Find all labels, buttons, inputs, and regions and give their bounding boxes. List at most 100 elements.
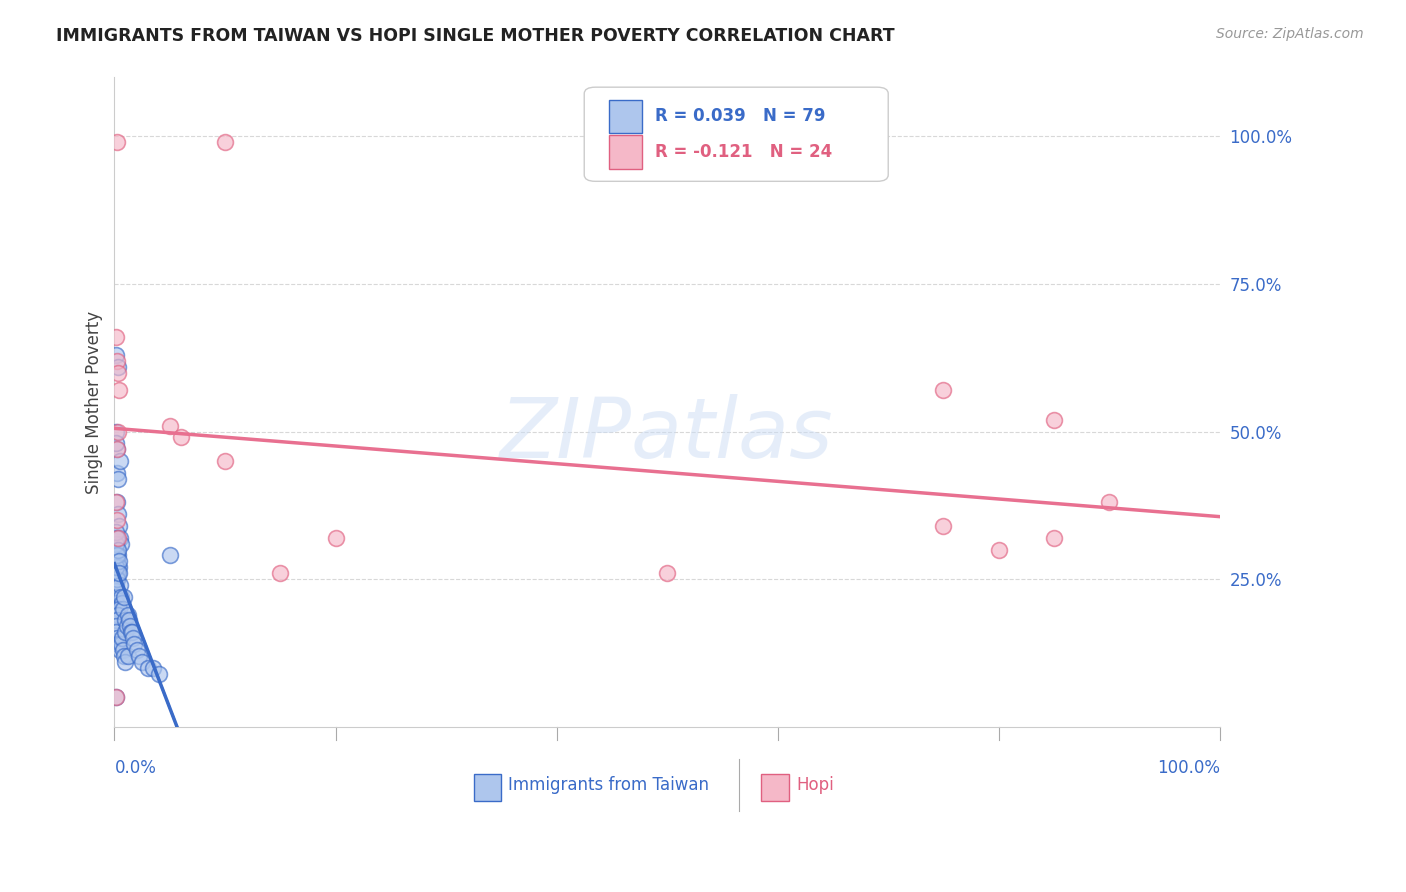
Point (105, 442, 128, 457)
Point (104, 330, 127, 344)
Point (108, 601, 131, 615)
Point (117, 607, 139, 622)
Point (104, 425, 127, 439)
Text: R = -0.121   N = 24: R = -0.121 N = 24 (655, 143, 832, 161)
Point (108, 578, 131, 592)
Point (112, 643, 135, 657)
Point (108, 554, 131, 568)
Point (104, 495, 127, 509)
Point (987, 542, 1010, 557)
Point (107, 637, 129, 651)
Point (105, 614, 128, 628)
Point (104, 596, 127, 610)
Point (107, 366, 129, 380)
Point (111, 596, 134, 610)
Point (111, 631, 134, 645)
Point (122, 631, 145, 645)
Point (107, 560, 129, 574)
Text: R = 0.039   N = 79: R = 0.039 N = 79 (655, 107, 825, 126)
Point (1043, 531, 1066, 545)
Text: ZIPatlas: ZIPatlas (501, 394, 834, 475)
Point (105, 513, 128, 527)
Point (104, 348, 127, 362)
Point (114, 655, 136, 669)
Point (214, 454, 236, 468)
Point (105, 572, 128, 586)
Point (105, 549, 128, 563)
Text: Hopi: Hopi (796, 776, 834, 794)
Point (131, 655, 153, 669)
Point (105, 542, 128, 557)
Point (170, 430, 193, 444)
Point (128, 648, 150, 663)
Point (325, 531, 347, 545)
FancyBboxPatch shape (585, 87, 889, 181)
Point (104, 607, 127, 622)
Point (118, 614, 141, 628)
Text: Immigrants from Taiwan: Immigrants from Taiwan (508, 776, 709, 794)
Point (104, 690, 127, 705)
Point (104, 531, 127, 545)
Point (121, 625, 143, 640)
Point (125, 643, 148, 657)
Text: 0.0%: 0.0% (114, 759, 156, 777)
Point (136, 660, 159, 674)
Point (114, 625, 136, 640)
Point (1043, 413, 1066, 427)
Point (112, 648, 135, 663)
Text: 100.0%: 100.0% (1157, 759, 1220, 777)
Point (120, 625, 142, 640)
Point (107, 566, 129, 581)
Point (124, 637, 146, 651)
Point (107, 531, 129, 545)
Point (107, 607, 129, 622)
Text: IMMIGRANTS FROM TAIWAN VS HOPI SINGLE MOTHER POVERTY CORRELATION CHART: IMMIGRANTS FROM TAIWAN VS HOPI SINGLE MO… (56, 27, 894, 45)
Point (105, 442, 128, 457)
Point (110, 537, 132, 551)
Point (105, 353, 128, 368)
Point (107, 425, 129, 439)
Point (108, 566, 131, 581)
Point (104, 578, 127, 592)
Point (1098, 495, 1121, 509)
Point (105, 631, 128, 645)
Point (104, 590, 127, 604)
Point (108, 519, 131, 533)
Point (112, 601, 135, 615)
Bar (609, 136, 641, 169)
Point (104, 537, 127, 551)
Point (104, 625, 127, 640)
Point (105, 466, 128, 480)
Point (110, 590, 132, 604)
Point (104, 524, 127, 539)
Point (107, 549, 129, 563)
Bar (609, 100, 641, 133)
Point (104, 560, 127, 574)
Point (107, 359, 129, 374)
Point (115, 619, 138, 633)
Point (108, 637, 131, 651)
Point (112, 590, 135, 604)
Point (107, 507, 129, 521)
Point (104, 601, 127, 615)
Point (104, 619, 127, 633)
Point (104, 436, 127, 450)
Point (214, 136, 236, 150)
Point (108, 383, 131, 397)
Point (105, 566, 128, 581)
Point (107, 472, 129, 486)
Point (105, 495, 128, 509)
Point (932, 383, 955, 397)
Point (110, 637, 132, 651)
Point (148, 666, 170, 681)
Point (104, 566, 127, 581)
Point (104, 690, 127, 705)
Bar (761, 774, 789, 801)
Point (105, 554, 128, 568)
Point (107, 542, 129, 557)
Point (104, 583, 127, 598)
Point (159, 549, 181, 563)
Point (655, 566, 678, 581)
Point (159, 418, 181, 433)
Point (114, 614, 136, 628)
